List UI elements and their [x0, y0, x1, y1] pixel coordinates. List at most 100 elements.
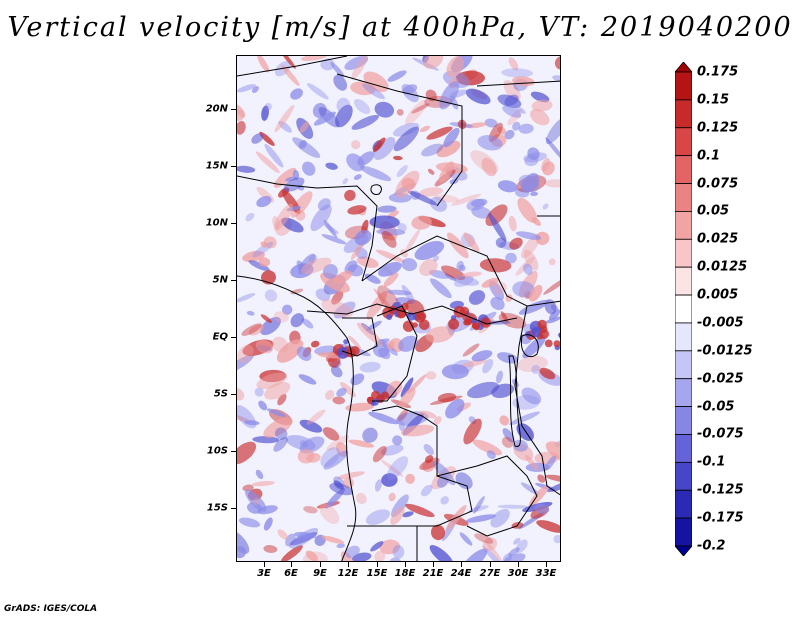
field-blob: [246, 310, 255, 316]
field-blob: [306, 409, 326, 425]
field-blob: [292, 137, 321, 158]
field-blob: [512, 439, 528, 452]
field-blob: [531, 99, 553, 112]
colorbar-level-label: -0.075: [697, 426, 744, 442]
field-blob: [423, 444, 435, 455]
field-blob: [259, 131, 275, 146]
lon-tick: [377, 562, 378, 567]
lake-tanganyika: [508, 355, 521, 447]
field-blob: [502, 553, 513, 561]
field-blob: [344, 56, 369, 71]
colorbar-level-label: -0.05: [697, 399, 735, 415]
colorbar-level-label: -0.005: [697, 315, 744, 331]
lat-tick: [231, 280, 236, 281]
colorbar-level-label: 0.1: [697, 148, 721, 164]
convective-cell: [412, 322, 418, 328]
field-blob: [260, 241, 268, 248]
colorbar-segment: [675, 211, 692, 240]
field-blob: [298, 374, 317, 385]
field-blob: [353, 174, 362, 180]
colorbar-level-label: -0.125: [697, 482, 744, 498]
field-blob: [332, 396, 345, 405]
field-blob: [237, 414, 251, 423]
field-blob: [468, 290, 486, 305]
field-blob: [536, 520, 560, 533]
convective-cell: [480, 317, 491, 328]
field-blob: [377, 205, 397, 213]
border-central-1: [361, 235, 560, 307]
field-blob: [425, 371, 437, 380]
field-blob: [264, 102, 272, 111]
field-blob: [373, 288, 395, 313]
field-blob: [273, 311, 289, 323]
field-blob: [329, 482, 354, 496]
field-blob: [544, 455, 557, 471]
field-blob: [294, 531, 316, 539]
lon-tick: [518, 562, 519, 567]
field-blob: [400, 377, 414, 398]
field-blob: [273, 437, 288, 452]
field-blob: [279, 56, 296, 69]
field-blob: [441, 265, 466, 280]
field-blob: [330, 365, 343, 378]
field-blob: [465, 514, 496, 523]
field-blob: [321, 234, 347, 245]
field-blob: [277, 393, 287, 406]
lat-label: EQ: [212, 331, 228, 343]
convective-cell: [386, 314, 393, 320]
field-blob: [356, 322, 384, 346]
field-blob: [238, 517, 261, 528]
field-blob: [433, 460, 456, 486]
field-blob: [388, 492, 396, 502]
colorbar-segment: [675, 266, 692, 296]
field-blob: [497, 504, 529, 509]
field-blob: [276, 339, 304, 363]
field-blob: [486, 541, 503, 561]
field-blob: [539, 367, 556, 380]
colorbar-level-label: 0.125: [697, 120, 739, 136]
lake-victoria: [520, 334, 539, 358]
field-blob: [474, 533, 494, 544]
field-blob: [470, 198, 488, 207]
field-blob: [336, 387, 347, 397]
colorbar-level-label: 0.005: [697, 287, 739, 303]
field-blob: [502, 428, 515, 443]
field-blob: [362, 83, 385, 100]
field-blob: [257, 56, 270, 73]
field-blob: [344, 189, 356, 201]
field-blob: [237, 165, 256, 173]
field-blob: [419, 125, 431, 133]
convective-cell: [537, 319, 547, 330]
field-blob: [527, 147, 540, 160]
field-blob: [432, 255, 440, 262]
field-blob: [378, 347, 391, 360]
field-blob: [421, 143, 444, 157]
field-blob: [500, 311, 509, 323]
field-blob: [383, 272, 399, 287]
lat-tick: [231, 394, 236, 395]
field-blob: [512, 395, 540, 410]
field-blob: [426, 126, 453, 140]
field-blob: [254, 387, 264, 397]
field-blob: [422, 459, 436, 472]
lat-label: 10S: [206, 445, 228, 457]
colorbar-segment: [675, 71, 692, 101]
field-blob: [336, 97, 351, 114]
field-blob: [482, 358, 494, 374]
field-blob: [277, 529, 288, 540]
colorbar-segment: [675, 99, 692, 129]
colorbar-segment: [675, 62, 692, 73]
field-blob: [529, 108, 550, 126]
field-blob: [237, 120, 246, 135]
field-blob: [378, 261, 402, 277]
field-blob: [263, 545, 278, 553]
field-blob: [541, 157, 550, 172]
field-blob: [340, 551, 357, 561]
lat-tick: [231, 166, 236, 167]
field-blob: [299, 121, 310, 133]
field-blob: [299, 419, 323, 433]
field-blob: [369, 215, 400, 229]
field-blob: [320, 447, 340, 468]
field-blob: [503, 553, 526, 561]
field-blob: [348, 439, 375, 448]
